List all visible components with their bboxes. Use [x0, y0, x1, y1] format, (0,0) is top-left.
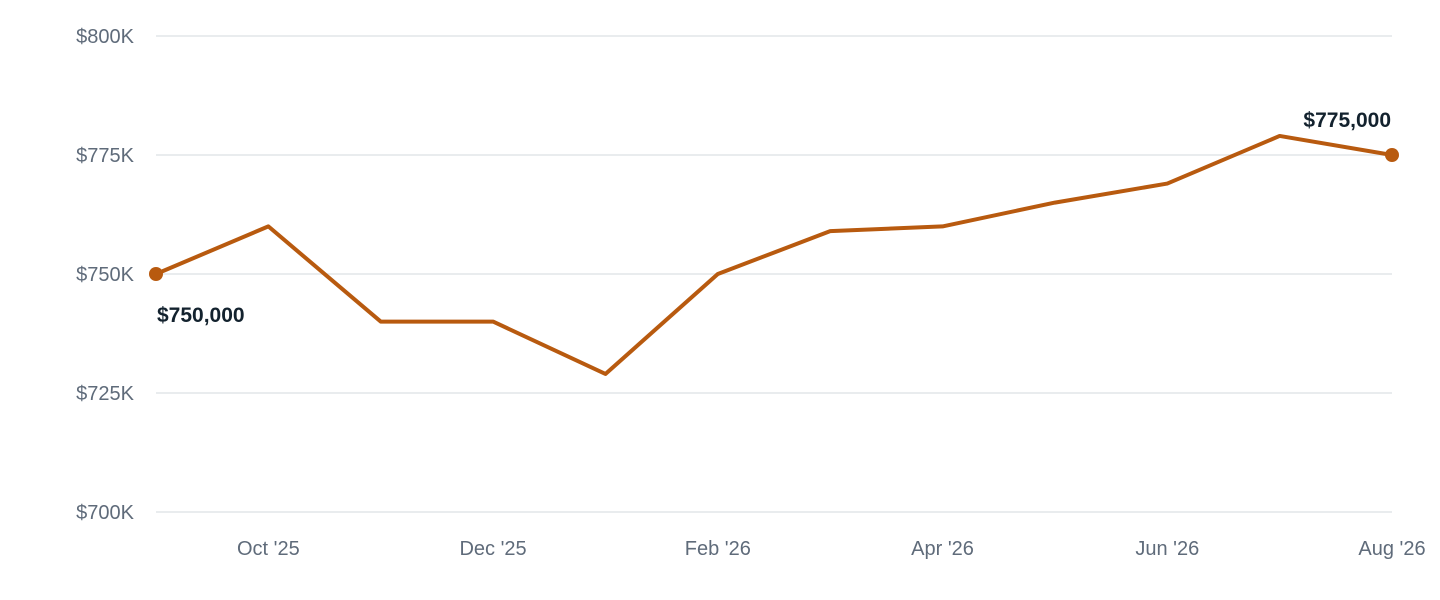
y-tick-label: $725K [76, 383, 134, 405]
data-labels: $750,000 $775,000 [157, 109, 1391, 327]
y-tick-label: $775K [76, 145, 134, 167]
data-label: $750,000 [157, 304, 245, 327]
x-tick-label: Aug '26 [1358, 538, 1425, 560]
x-tick-label: Dec '25 [459, 538, 526, 560]
x-tick-label: Feb '26 [685, 538, 751, 560]
data-point-marker[interactable] [149, 267, 163, 281]
x-tick-label: Apr '26 [911, 538, 974, 560]
y-tick-label: $750K [76, 264, 134, 286]
data-point-marker[interactable] [1385, 148, 1399, 162]
x-tick-label: Jun '26 [1135, 538, 1199, 560]
y-tick-label: $700K [76, 502, 134, 524]
gridlines [156, 35, 1392, 513]
y-axis: $700K $725K $750K $775K $800K [76, 26, 134, 524]
x-axis: Oct '25 Dec '25 Feb '26 Apr '26 Jun '26 Aug '… [237, 538, 1426, 560]
x-tick-label: Oct '25 [237, 538, 300, 560]
series-layer [154, 133, 1394, 376]
endpoint-markers [149, 148, 1399, 281]
y-tick-label: $800K [76, 26, 134, 48]
series-line [154, 133, 1394, 376]
data-label: $775,000 [1303, 109, 1391, 132]
